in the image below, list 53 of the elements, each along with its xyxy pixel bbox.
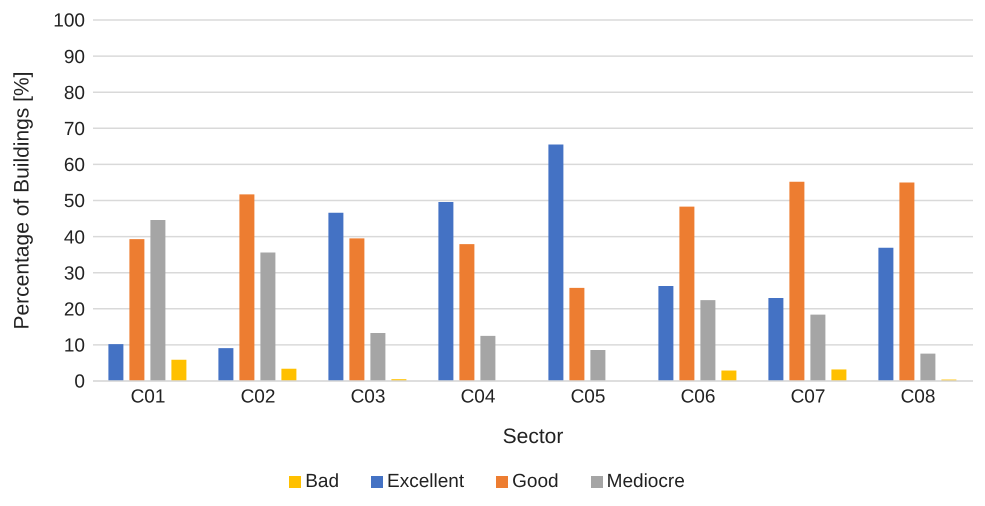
bar	[171, 360, 186, 381]
bar	[459, 244, 474, 381]
bar	[328, 212, 344, 381]
bar	[789, 182, 804, 381]
bar	[260, 252, 276, 381]
bar	[569, 288, 584, 381]
x-tick-label: C02	[240, 386, 276, 408]
bar	[349, 238, 364, 381]
bar	[899, 182, 914, 381]
bar	[658, 286, 674, 381]
y-tick-label: 20	[64, 300, 85, 321]
bar	[548, 144, 564, 381]
bar	[721, 370, 736, 381]
x-tick-label: C04	[460, 386, 496, 408]
y-axis-title: Percentage of Buildings [%]	[10, 72, 34, 330]
x-tick-label: C05	[570, 386, 606, 408]
bar	[150, 220, 166, 381]
bar	[218, 348, 234, 381]
y-tick-label: 60	[64, 155, 85, 176]
y-tick-label: 80	[64, 82, 85, 104]
y-tick-label: 50	[64, 191, 85, 212]
bar	[920, 354, 936, 381]
bar	[810, 314, 826, 381]
bar	[480, 336, 496, 381]
y-tick-label: 100	[53, 10, 85, 32]
bar	[129, 239, 144, 381]
y-tick-label: 40	[64, 227, 85, 248]
legend-label: Good	[512, 471, 559, 492]
y-tick-label: 10	[64, 336, 85, 357]
bar	[239, 194, 254, 381]
bar	[700, 300, 716, 381]
y-tick-label: 30	[64, 263, 85, 284]
legend-label: Bad	[305, 471, 340, 492]
x-axis-title: Sector	[502, 425, 564, 448]
bar	[281, 368, 296, 381]
y-tick-label: 0	[74, 372, 85, 393]
bar	[590, 350, 606, 381]
legend-label: Excellent	[387, 471, 464, 492]
x-tick-label: C01	[130, 386, 166, 408]
y-tick-label: 90	[64, 46, 85, 68]
x-tick-label: C08	[900, 386, 936, 408]
bar	[108, 344, 124, 381]
x-tick-label: C06	[680, 386, 716, 408]
bar	[370, 332, 386, 381]
x-tick-label: C07	[790, 386, 826, 408]
bar	[831, 369, 846, 381]
bar	[438, 202, 454, 381]
x-tick-label: C03	[350, 386, 386, 408]
y-tick-label: 70	[64, 119, 85, 140]
bar	[878, 248, 894, 381]
bar	[679, 206, 694, 381]
bar	[768, 298, 784, 381]
legend-label: Mediocre	[606, 471, 685, 492]
